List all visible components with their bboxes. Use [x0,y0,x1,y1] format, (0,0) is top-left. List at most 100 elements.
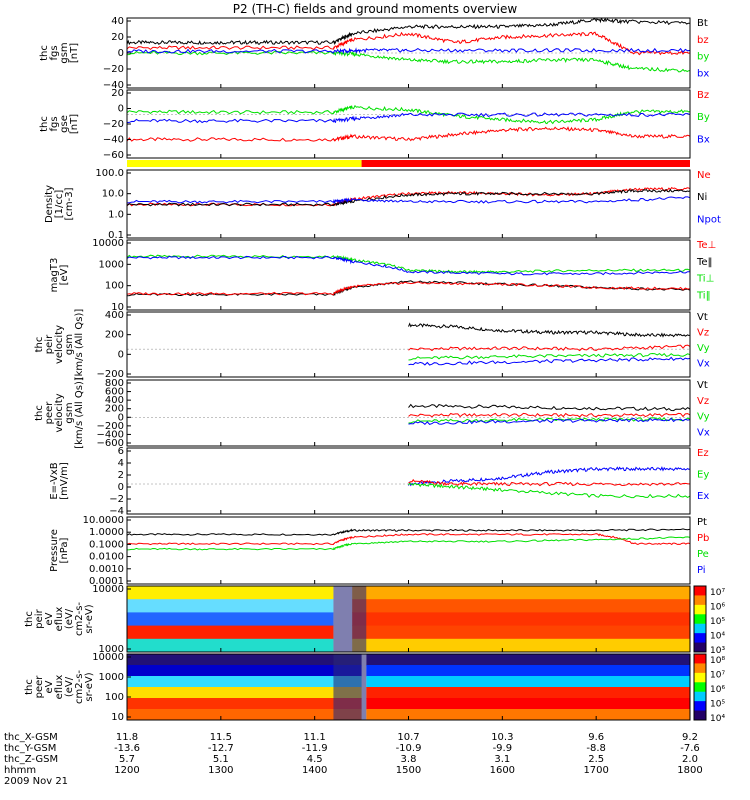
axis-row-value: 3.8 [401,754,417,765]
p10-ylabel: eV [44,680,55,693]
p5-ytick-label: 400 [105,310,124,321]
p10-spectrogram-band [366,654,690,666]
axis-row-label: hhmm [4,765,36,776]
p5-ylabel: thc [34,337,45,353]
p9-ylabel: eflux [54,607,65,632]
p9-colorbar-frame [693,585,707,653]
p10-colorbar-tick: 10⁶ [710,685,725,695]
p6-ytick-label: 400 [105,395,124,406]
p8-plot-bg [127,517,690,584]
p5-legend-entry: Vy [697,343,710,354]
p2-ytick-label: 0 [118,104,124,115]
p10-ylabel: thc [24,679,35,695]
p10-ylabel: peer [34,675,45,699]
p6-legend-entry: Vx [697,427,710,438]
p8-ytick-label: 10.0000 [83,515,124,526]
p8-ytick-label: 0.0100 [89,552,124,563]
p10-colorbar-tick: 10⁵ [710,700,725,710]
p9-colorbar-segment [694,595,706,606]
p1-ytick-label: 20 [111,32,124,43]
p4-series-Te [126,281,691,296]
p9-spectrogram-band [127,599,334,613]
p6-legend-entry: Vz [697,396,709,407]
p4-ytick-label: 10 [111,302,124,313]
axis-row-value: 1500 [396,765,421,776]
axis-row-value: 1400 [302,765,327,776]
p6-legend-entry: Vy [697,412,710,423]
p6-ylabel: velocity [54,393,65,432]
p5-ylabel: velocity [54,325,65,364]
p5-ylabel: peir [44,334,55,354]
p10-ytick-label: 1000 [99,672,124,683]
p10-ytick-label: 100 [105,692,124,703]
p1-legend-entry: bx [697,69,709,80]
p2-ytick-label: −60 [103,150,124,161]
p9-colorbar-segment [694,623,706,634]
p1-series-bx [126,47,691,55]
p10-spectrogram-band [366,709,690,721]
p2-ytick-label: 20 [111,88,124,99]
p8-legend-entry: Pt [697,517,707,528]
p9-ylabel: sr-eV) [84,604,95,633]
axis-row-value: -7.6 [680,743,700,754]
p10-ylabel: eflux [54,675,65,700]
p7-ytick-label: 0 [118,482,124,493]
p6-series-Vz [408,412,691,418]
p10-colorbar-segment [694,710,706,721]
p3-ytick-label: 10.0 [102,189,124,200]
p9-colorbar-tick: 10⁵ [710,617,725,627]
p10-ytick-label: 10 [111,712,124,723]
axis-row-label: thc_Z-GSM [4,754,58,765]
axis-row-value: 2.0 [682,754,698,765]
p10-colorbar-frame [693,653,707,721]
p1-ylabel: gsm [59,42,70,63]
p4-ytick-label: 1000 [99,259,124,270]
p5-series-Vz [408,344,691,352]
p4-legend-entry: Te‖ [696,257,713,268]
p9-spectrogram-band [352,599,690,613]
axis-row-value: 1700 [583,765,608,776]
p4-series-Ti [126,254,691,274]
p10-spectrogram-band [127,665,362,677]
p9-transition-region [333,586,367,652]
p9-ylabel: thc [24,611,35,627]
p10-ylabel: (eV/ [64,676,75,697]
p9-colorbar-segment [694,642,706,653]
axis-row-value: 10.7 [397,732,419,743]
p10-spectrogram-band [366,687,690,699]
p6-ytick-label: −400 [97,429,124,440]
axis-row-value: 1600 [490,765,515,776]
p9-ytick-label: 1000 [99,644,124,655]
p9-ylabel: peir [34,608,45,628]
axis-row-value: 9.6 [588,732,604,743]
p3-ylabel: [cm-3] [64,187,75,220]
mode-bar-fast [361,160,690,167]
p3-series-Ni [126,188,691,207]
p8-ylabel: Pressure [49,529,60,572]
axis-row-value: 9.2 [682,732,698,743]
p5-series-Vy [408,352,691,361]
p2-ylabel: thc [39,116,50,132]
p4-plot-bg [127,240,690,310]
p10-spectrogram-band [127,676,362,688]
p10-spectrogram-band [127,687,362,699]
p9-colorbar-segment [694,614,706,625]
p1-ytick-label: 0 [118,48,124,59]
p9-colorbar-tick: 10⁴ [710,632,725,642]
p8-ytick-label: 1.0000 [89,527,124,538]
p8-legend-entry: Pi [697,565,706,576]
p3-legend-entry: Npot [697,214,721,225]
p9-spectrogram-band [127,625,334,640]
p9-colorbar-segment [694,586,706,596]
p7-ytick-label: 6 [118,446,124,457]
p7-series-Ey [408,482,691,499]
p5-ytick-label: 200 [105,330,124,341]
p1-ytick-label: −40 [103,80,124,91]
p9-spectrogram-band [352,612,690,627]
date-label: 2009 Nov 21 [4,776,68,787]
p1-legend-entry: Bt [697,18,708,29]
p4-legend-entry: Te⊥ [696,240,716,251]
p4-ytick-label: 10000 [92,238,124,249]
p3-series-Npot [126,196,691,204]
